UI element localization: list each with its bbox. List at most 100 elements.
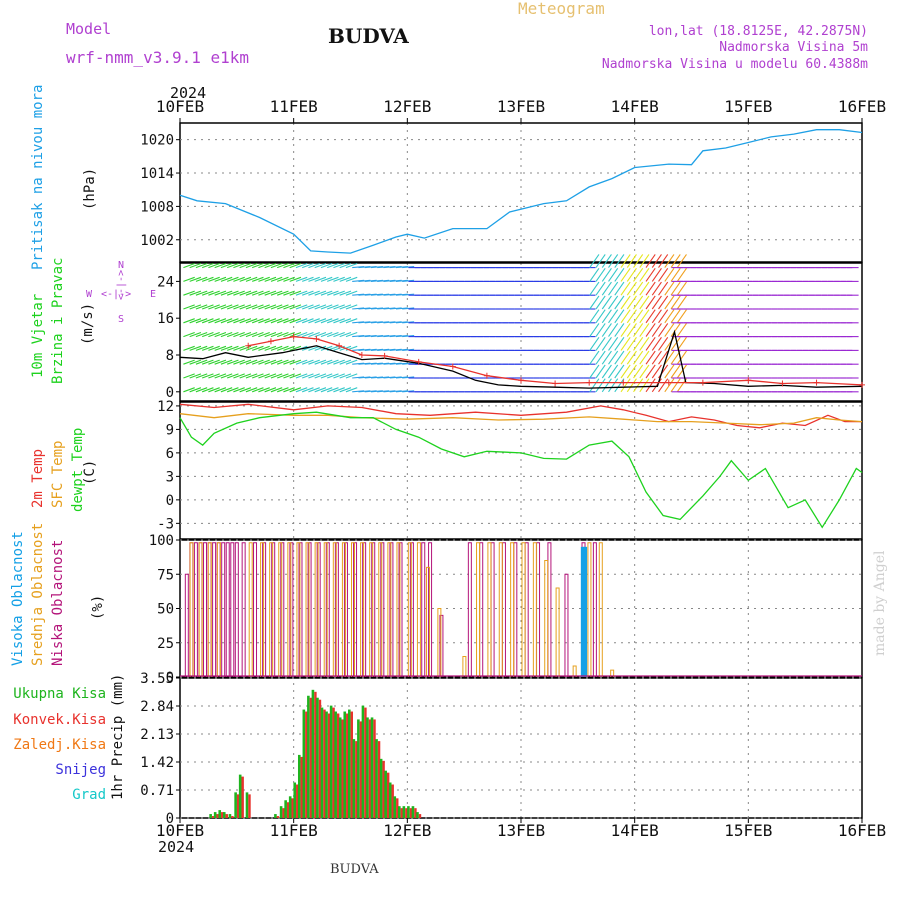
wind-barb [289,304,302,310]
wind-ytick-label: 24 [157,274,174,290]
wind-barb [201,373,214,379]
cloud-ytick-label: 25 [157,636,174,652]
wind-barb [226,373,239,379]
precip-bar-conv [332,707,335,818]
precip-bar-conv [386,772,390,818]
wind-barb [239,331,252,338]
wind-barb [302,373,314,379]
wind-barb [239,276,252,282]
precipitation-ytick-label: 2.13 [140,727,174,743]
precip-bar-conv [300,756,303,818]
wind-barb [345,331,358,338]
wind-barb [658,309,669,324]
wind-barb [264,373,277,379]
wind-barb [258,359,270,365]
wind-barb [283,373,295,379]
cloud-bar [221,542,226,677]
gust-marker [699,379,706,386]
precip-bar-conv [382,760,385,818]
wind-barb [339,304,352,310]
wind-barb [245,373,258,379]
model-label: Model [66,20,112,38]
wind-barb [658,295,669,310]
cloud-bar [380,542,385,677]
model-elevation-label: Nadmorska Visina u modelu 60.4388m [601,57,868,72]
wind-barb [233,387,245,393]
wind-barb [320,373,333,379]
wind-barb [239,359,252,365]
precip-bar-conv [314,691,317,818]
wind-barb [208,318,220,324]
precip-bar-conv [291,798,294,818]
wind-barb [651,309,662,324]
wind-barb [320,359,333,365]
wind-barb [201,276,214,282]
wind-barb [233,359,245,365]
cloud-ytick-label: 75 [157,567,174,583]
cloud-bar [572,665,577,677]
precip-bar-total [361,705,365,818]
wind-barb [670,323,681,337]
precip-bar-total [307,695,310,818]
wind-barb [670,295,681,310]
temperature-frame [179,401,863,540]
wind-barb [245,262,258,269]
wind-barb [208,304,220,310]
wind-barb [308,345,320,351]
precipitation-ytick-label: 1.42 [140,755,174,771]
wind-barb [245,359,258,365]
wind-barb [402,307,415,310]
wind-barb [608,254,619,268]
wind-barb [626,295,637,310]
wind-barb [402,293,415,296]
wind-ytick-label: 16 [157,311,174,327]
gust-marker [859,381,865,388]
wind-barb [595,323,606,337]
wind-barb [245,304,258,310]
wind-barb [183,387,195,393]
wind-barb [264,276,277,282]
gust-marker [586,379,593,386]
cloud-bar [241,542,246,677]
wind-barb [645,281,656,296]
wind-barb [251,373,264,379]
wind-barb [633,364,644,379]
wind-barb [345,304,358,310]
wind-barb [183,359,195,365]
pressure-ytick-label: 1020 [140,133,174,149]
wind-barb [601,281,612,296]
wind-barb [664,309,675,324]
wind-barb [633,295,644,310]
precip-bar-conv [414,808,417,818]
wind-barb [239,318,252,324]
wind-barb [226,387,239,393]
wind-barb [595,350,606,365]
wind-barb [283,359,295,365]
wind-barb [195,387,208,393]
wind-barb [614,281,625,296]
wind-barb [670,281,681,296]
wind-barb [633,281,644,296]
precip-bar-total [288,796,292,818]
cloud-ytick-label: 100 [149,533,174,549]
wind-barb [620,254,631,268]
wind-barb [201,290,214,296]
temperature-ytick-label: 12 [157,399,174,415]
precip-bar-conv [248,794,251,818]
wind-barb [251,387,264,393]
wind-barb [333,290,345,296]
wind-barb [633,323,644,337]
wind-barb [651,350,662,365]
wind-ytick-label: 8 [166,348,174,364]
wind-barb [595,364,606,379]
wind-barb [589,350,600,365]
wind-barb [633,350,644,365]
wind-barb [676,364,687,379]
wind-barb [201,318,214,324]
wind-barb [302,304,314,310]
precip-bar-conv [225,814,228,818]
wind-barb [601,336,612,351]
cloud-bar [353,542,358,677]
wind-barb [608,309,619,324]
wind-barb [258,318,270,324]
